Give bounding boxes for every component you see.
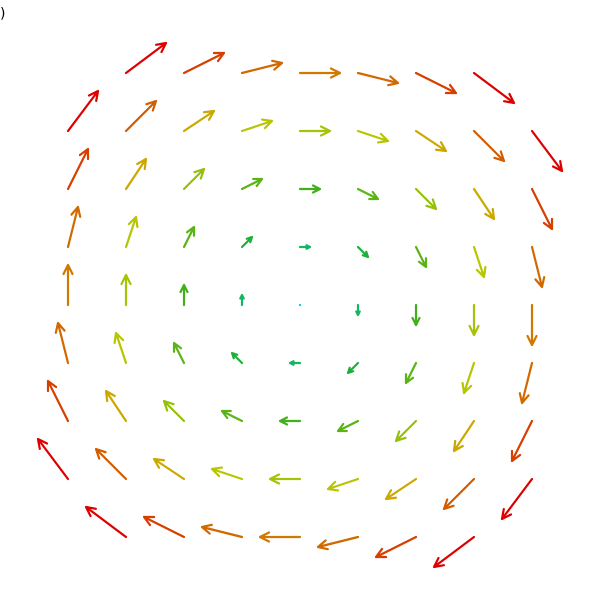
chart: ) <box>0 0 597 606</box>
vector-arrow <box>64 265 73 305</box>
vector-arrow <box>358 131 388 142</box>
vector-arrow <box>528 305 537 345</box>
vector-arrow <box>212 468 242 479</box>
vector-arrow <box>280 418 300 425</box>
vector-arrow <box>358 247 368 257</box>
vector-arrow <box>164 401 184 421</box>
vector-arrow <box>356 305 360 315</box>
vector-arrow <box>232 353 242 363</box>
vector-arrow <box>126 217 137 247</box>
vector-arrow <box>328 479 358 490</box>
vector-arrow <box>68 207 80 247</box>
vector-arrow <box>68 149 88 189</box>
vector-arrow <box>470 305 479 335</box>
vector-arrow <box>406 363 416 383</box>
vector-arrow <box>38 439 68 479</box>
vector-arrow <box>416 247 426 267</box>
vector-arrow <box>115 333 126 363</box>
vector-arrow <box>532 247 544 287</box>
vector-arrow <box>416 189 436 209</box>
vector-arrow <box>242 61 282 73</box>
vector-arrow <box>396 421 416 441</box>
vector-arrow <box>242 120 272 131</box>
vector-arrow <box>184 169 204 189</box>
vector-arrow <box>126 101 156 131</box>
vector-arrow <box>532 131 562 171</box>
vector-arrow <box>181 285 188 305</box>
vector-arrow <box>122 275 131 305</box>
vector-arrow <box>318 537 358 549</box>
vector-arrow <box>202 525 242 537</box>
vector-arrow <box>416 131 446 151</box>
vector-arrow <box>532 189 552 229</box>
vector-arrow <box>86 507 126 537</box>
vector-arrow <box>126 43 166 73</box>
vector-arrow <box>520 363 532 403</box>
vector-arrow <box>222 411 242 421</box>
vector-arrow <box>348 363 358 373</box>
vector-arrow <box>174 343 184 363</box>
vector-arrow <box>184 53 224 73</box>
vector-arrow <box>474 189 494 219</box>
vector-arrow <box>474 247 485 277</box>
vector-arrow <box>260 533 300 542</box>
vector-arrow <box>300 186 320 193</box>
vector-arrow <box>240 295 244 305</box>
vector-arrow <box>48 381 68 421</box>
vector-arrow <box>376 537 416 557</box>
vector-arrow <box>386 479 416 499</box>
vector-arrow <box>270 475 300 484</box>
vector-arrow <box>502 479 532 519</box>
vector-arrow <box>300 127 330 136</box>
vector-arrow <box>444 479 474 509</box>
vector-arrow <box>96 449 126 479</box>
vector-arrow <box>474 73 514 103</box>
vector-arrow <box>512 421 532 461</box>
vector-arrow <box>434 537 474 567</box>
vector-arrow <box>144 517 184 537</box>
vector-arrow <box>338 421 358 431</box>
vector-arrow <box>300 69 340 78</box>
vector-arrow <box>106 391 126 421</box>
vector-arrow <box>126 159 146 189</box>
vector-arrow <box>300 245 310 249</box>
vector-arrow <box>184 227 194 247</box>
vector-arrow <box>68 91 98 131</box>
vector-arrow <box>56 323 68 363</box>
vector-arrow <box>416 73 456 93</box>
vector-arrow <box>358 189 378 199</box>
vector-arrow <box>290 361 300 365</box>
vector-arrow <box>242 237 252 247</box>
vector-arrow <box>184 111 214 131</box>
vector-arrow <box>358 73 398 85</box>
vector-arrow <box>454 421 474 451</box>
vector-arrow <box>154 459 184 479</box>
vector-arrow <box>413 305 420 325</box>
chart-title: ) <box>0 6 5 22</box>
vector-arrow <box>463 363 474 393</box>
vector-arrow <box>474 131 504 161</box>
vector-arrow <box>242 179 262 189</box>
